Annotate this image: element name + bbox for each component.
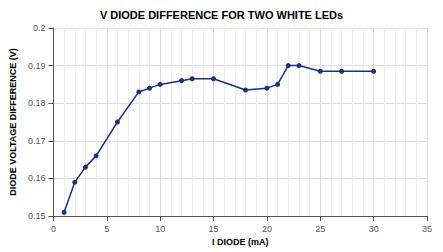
svg-text:0.15: 0.15	[28, 211, 46, 221]
svg-text:25: 25	[315, 224, 325, 234]
svg-text:V DIODE DIFFERENCE FOR TWO WHI: V DIODE DIFFERENCE FOR TWO WHITE LEDs	[100, 9, 343, 21]
svg-text:I DIODE (mA): I DIODE (mA)	[212, 237, 269, 247]
svg-text:0.17: 0.17	[28, 136, 46, 146]
svg-text:0.2: 0.2	[33, 23, 46, 33]
svg-text:0.18: 0.18	[28, 98, 46, 108]
svg-text:35: 35	[422, 224, 432, 234]
svg-text:0: 0	[51, 224, 56, 234]
svg-text:5: 5	[104, 224, 109, 234]
svg-text:15: 15	[209, 224, 219, 234]
svg-text:10: 10	[155, 224, 165, 234]
svg-text:0.16: 0.16	[28, 173, 46, 183]
svg-text:0.19: 0.19	[28, 61, 46, 71]
svg-text:30: 30	[369, 224, 379, 234]
svg-text:DIODE VOLTAGE DIFFERENCE (V): DIODE VOLTAGE DIFFERENCE (V)	[8, 48, 18, 196]
svg-text:20: 20	[262, 224, 272, 234]
